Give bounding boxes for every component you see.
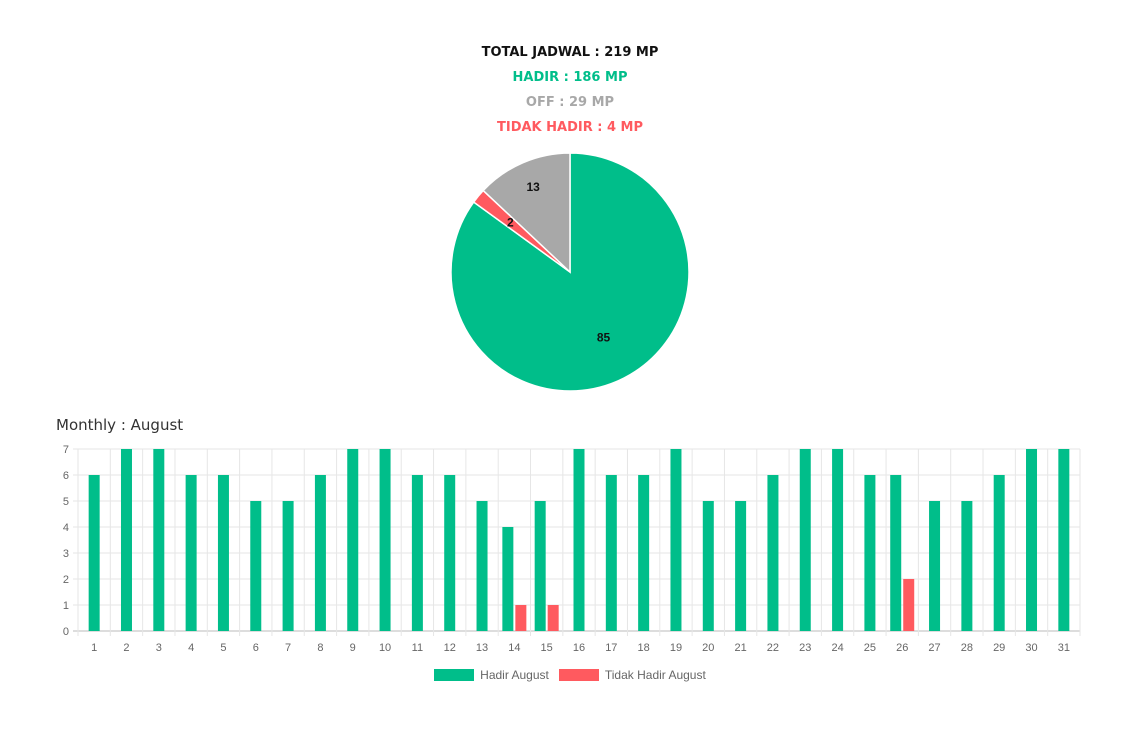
x-tick-label: 5 xyxy=(220,642,226,654)
x-tick-label: 12 xyxy=(444,642,456,654)
x-tick-label: 13 xyxy=(476,642,488,654)
monthly-chart-title: Monthly : August xyxy=(56,416,184,434)
bar-chart-legend: Hadir August Tidak Hadir August xyxy=(0,668,1140,682)
x-tick-label: 22 xyxy=(767,642,779,654)
x-tick-label: 18 xyxy=(638,642,650,654)
bar-hadir-day-2[interactable] xyxy=(120,449,132,631)
x-tick-label: 16 xyxy=(573,642,585,654)
bar-tidak-hadir-day-26[interactable] xyxy=(903,579,915,631)
y-tick-label: 2 xyxy=(63,574,69,586)
legend-item-tidak-hadir[interactable]: Tidak Hadir August xyxy=(558,668,706,682)
bar-hadir-day-26[interactable] xyxy=(890,475,902,631)
bar-hadir-day-23[interactable] xyxy=(799,449,811,631)
bar-hadir-day-28[interactable] xyxy=(961,501,973,631)
bar-hadir-day-30[interactable] xyxy=(1026,449,1038,631)
bar-hadir-day-13[interactable] xyxy=(476,501,488,631)
bar-hadir-day-15[interactable] xyxy=(534,501,546,631)
bar-hadir-day-29[interactable] xyxy=(993,475,1005,631)
bar-hadir-day-14[interactable] xyxy=(502,527,514,631)
x-tick-label: 11 xyxy=(412,642,423,654)
x-tick-label: 29 xyxy=(993,642,1005,654)
x-tick-label: 28 xyxy=(961,642,973,654)
bar-hadir-day-19[interactable] xyxy=(670,449,682,631)
off-label: OFF : 29 MP xyxy=(525,95,615,110)
bar-hadir-day-17[interactable] xyxy=(605,475,617,631)
x-tick-label: 1 xyxy=(91,642,97,654)
x-tick-label: 4 xyxy=(188,642,194,654)
x-tick-label: 31 xyxy=(1058,642,1070,654)
bar-hadir-day-18[interactable] xyxy=(638,475,650,631)
x-tick-label: 10 xyxy=(379,642,391,654)
y-tick-label: 6 xyxy=(63,470,69,482)
bar-hadir-day-25[interactable] xyxy=(864,475,876,631)
y-tick-label: 5 xyxy=(63,496,69,508)
bar-hadir-day-24[interactable] xyxy=(832,449,844,631)
bar-hadir-day-8[interactable] xyxy=(314,475,326,631)
x-tick-label: 26 xyxy=(896,642,908,654)
y-tick-label: 3 xyxy=(63,548,69,560)
hadir-label: HADIR : 186 MP xyxy=(512,70,628,85)
x-tick-label: 14 xyxy=(508,642,520,654)
x-tick-label: 25 xyxy=(864,642,876,654)
bar-tidak-hadir-day-15[interactable] xyxy=(547,605,559,631)
bar-hadir-day-20[interactable] xyxy=(702,501,714,631)
x-tick-label: 9 xyxy=(350,642,356,654)
x-tick-label: 3 xyxy=(156,642,162,654)
pie-label-off: 13 xyxy=(526,180,540,194)
pie-label-hadir: 85 xyxy=(597,331,611,345)
x-tick-label: 2 xyxy=(123,642,129,654)
bar-hadir-day-1[interactable] xyxy=(88,475,100,631)
bar-hadir-day-22[interactable] xyxy=(767,475,779,631)
bar-hadir-day-11[interactable] xyxy=(411,475,423,631)
bar-hadir-day-12[interactable] xyxy=(444,475,456,631)
x-tick-label: 20 xyxy=(702,642,714,654)
pie-slice-off[interactable] xyxy=(482,152,571,274)
x-tick-label: 21 xyxy=(734,642,746,654)
legend-label-hadir: Hadir August xyxy=(480,668,549,682)
bar-hadir-day-31[interactable] xyxy=(1058,449,1070,631)
x-tick-label: 23 xyxy=(799,642,811,654)
x-tick-label: 19 xyxy=(670,642,682,654)
legend-swatch-tidak-hadir xyxy=(558,669,599,681)
bar-hadir-day-27[interactable] xyxy=(929,501,941,631)
y-tick-label: 0 xyxy=(63,626,69,638)
pie-label-tidak-hadir: 2 xyxy=(507,216,514,230)
x-tick-label: 15 xyxy=(541,642,553,654)
x-tick-label: 17 xyxy=(605,642,617,654)
bar-hadir-day-9[interactable] xyxy=(347,449,359,631)
bar-hadir-day-7[interactable] xyxy=(282,501,294,631)
total-jadwal-label: TOTAL JADWAL : 219 MP xyxy=(481,45,659,60)
y-tick-label: 4 xyxy=(63,522,69,534)
legend-label-tidak-hadir: Tidak Hadir August xyxy=(604,668,706,682)
y-tick-label: 7 xyxy=(63,444,69,456)
x-tick-label: 30 xyxy=(1025,642,1037,654)
x-tick-label: 6 xyxy=(253,642,259,654)
x-tick-label: 24 xyxy=(831,642,843,654)
tidak-hadir-label: TIDAK HADIR : 4 MP xyxy=(496,120,644,135)
attendance-pie-chart: 85 2 13 xyxy=(450,152,690,392)
bar-hadir-day-10[interactable] xyxy=(379,449,391,631)
bar-hadir-day-3[interactable] xyxy=(153,449,165,631)
bar-hadir-day-6[interactable] xyxy=(250,501,262,631)
bar-tidak-hadir-day-14[interactable] xyxy=(515,605,527,631)
bar-hadir-day-16[interactable] xyxy=(573,449,585,631)
x-tick-label: 8 xyxy=(317,642,323,654)
legend-swatch-hadir xyxy=(434,669,475,681)
x-tick-label: 27 xyxy=(928,642,940,654)
bar-hadir-day-5[interactable] xyxy=(217,475,229,631)
x-tick-label: 7 xyxy=(285,642,291,654)
y-tick-label: 1 xyxy=(63,600,69,612)
bar-hadir-day-4[interactable] xyxy=(185,475,197,631)
bar-hadir-day-21[interactable] xyxy=(735,501,747,631)
legend-item-hadir[interactable]: Hadir August xyxy=(434,668,549,682)
